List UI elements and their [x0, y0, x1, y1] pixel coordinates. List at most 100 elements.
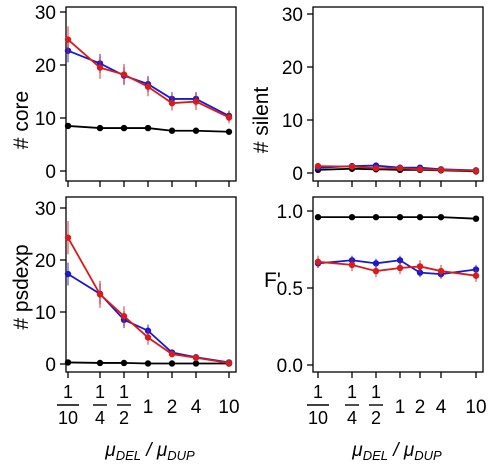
y-tick-label: 0: [292, 164, 303, 185]
x-tick-text: 2: [415, 397, 426, 418]
data-point: [168, 360, 176, 367]
data-point: [472, 272, 480, 279]
data-point: [168, 99, 176, 107]
data-point: [348, 261, 356, 269]
series-1: [64, 359, 233, 367]
data-point: [416, 263, 424, 270]
data-point: [192, 127, 200, 134]
data-point: [314, 213, 322, 221]
x-tick-label: 1: [395, 397, 406, 418]
x-tick-label: 10: [218, 397, 239, 418]
data-point: [64, 122, 72, 130]
y-tick-label: 0.5: [277, 279, 303, 300]
fraction-numerator: 1: [313, 382, 323, 402]
x-tick-label: 2: [415, 397, 426, 418]
data-point: [314, 162, 322, 170]
series-1: [64, 122, 233, 135]
x-tick-text: 4: [436, 397, 447, 418]
data-point: [144, 334, 152, 341]
fraction-numerator: 1: [371, 382, 381, 402]
chart-panels: 0 10 20 30 # core 0 10 20 30 # silent 0 10 20 30 # psd…: [10, 3, 484, 378]
fraction-numerator: 1: [63, 382, 73, 402]
chart-panel-4: 0.0 0.5 1.0 F': [264, 196, 484, 378]
data-point: [96, 291, 104, 298]
fraction-denominator: 2: [371, 408, 381, 428]
data-point: [396, 213, 404, 221]
y-axis-label: F': [264, 269, 281, 292]
data-point: [144, 360, 152, 367]
x-tick-label: 12: [369, 382, 383, 428]
data-point: [372, 267, 380, 275]
data-point: [416, 213, 424, 221]
series-3: [314, 162, 480, 175]
y-tick-label: 30: [282, 5, 303, 26]
y-tick-label: 20: [35, 251, 56, 272]
data-point: [372, 260, 380, 267]
y-tick-label: 20: [282, 58, 303, 79]
data-point: [396, 165, 404, 172]
y-tick-label: 10: [35, 303, 56, 324]
data-point: [120, 124, 128, 132]
series-line: [67, 273, 230, 364]
y-axis-label: # psdexp: [10, 244, 33, 329]
x-tick-label: 10: [465, 397, 486, 418]
x-tick-label: 14: [345, 382, 359, 428]
data-point: [472, 167, 480, 175]
data-point: [472, 266, 480, 273]
data-point: [314, 258, 322, 266]
fraction-denominator: 4: [347, 408, 357, 428]
data-point: [472, 215, 480, 222]
y-tick-label: 0: [45, 355, 56, 376]
x-tick-text: 2: [167, 397, 178, 418]
y-tick-label: 30: [35, 3, 56, 24]
data-point: [64, 270, 72, 278]
data-point: [96, 359, 104, 367]
y-tick-label: 10: [35, 109, 56, 130]
y-tick-label: 1.0: [277, 202, 303, 223]
x-axis-title-left: μDEL / μDUP: [104, 440, 195, 463]
data-point: [348, 163, 356, 170]
x-tick-label: 1: [143, 397, 154, 418]
data-point: [225, 128, 233, 135]
data-point: [192, 98, 200, 105]
series-3: [64, 26, 233, 124]
data-point: [437, 267, 445, 275]
y-tick-label: 0: [45, 162, 56, 183]
fraction-numerator: 1: [119, 382, 129, 402]
plot-frame: [312, 6, 484, 182]
data-point: [348, 213, 356, 221]
series-3: [64, 221, 233, 367]
data-point: [120, 312, 128, 320]
series-3: [314, 255, 480, 282]
x-tick-label: 4: [191, 397, 202, 418]
data-point: [416, 166, 424, 173]
chart-panel-1: 0 10 20 30 # core: [10, 3, 237, 187]
plot-frame: [65, 6, 237, 182]
data-point: [120, 71, 128, 78]
fraction-denominator: 4: [95, 408, 105, 428]
data-point: [192, 360, 200, 367]
fraction-numerator: 1: [95, 382, 105, 402]
series-1: [314, 213, 480, 222]
x-tick-text: 10: [218, 397, 239, 418]
data-point: [120, 359, 128, 367]
data-point: [64, 359, 72, 366]
x-tick-label: 110: [307, 382, 329, 428]
data-point: [396, 264, 404, 272]
fraction-denominator: 10: [58, 408, 78, 428]
x-tick-text: 1: [143, 397, 154, 418]
chart-panel-2: 0 10 20 30 # silent: [250, 5, 484, 187]
fraction-denominator: 2: [119, 408, 129, 428]
x-tick-text: 10: [465, 397, 486, 418]
data-point: [192, 354, 200, 361]
x-tick-text: 1: [395, 397, 406, 418]
data-point: [96, 124, 104, 132]
fraction-denominator: 10: [308, 408, 328, 428]
data-point: [372, 165, 380, 172]
data-point: [437, 213, 445, 221]
x-tick-text: 4: [191, 397, 202, 418]
data-point: [64, 234, 72, 241]
data-point: [225, 114, 233, 121]
